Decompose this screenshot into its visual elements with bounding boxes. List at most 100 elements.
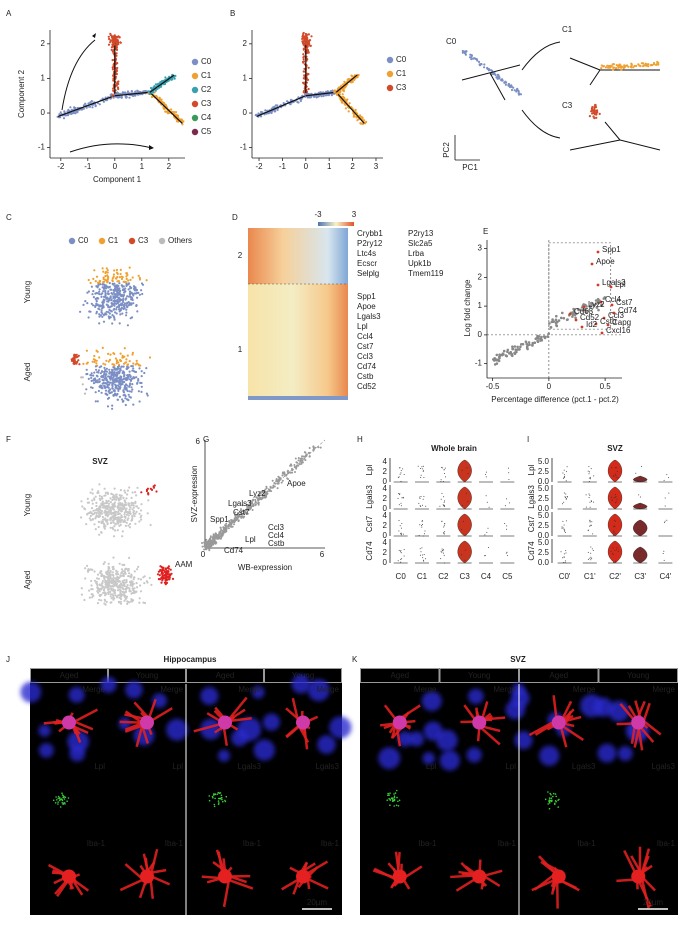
legend-dot — [387, 85, 393, 91]
cell-dot — [106, 571, 108, 573]
cell-dot — [444, 500, 445, 501]
cell-dot — [99, 511, 101, 513]
cell-dot — [137, 292, 139, 294]
violin — [633, 476, 647, 482]
cell-dot — [566, 471, 567, 472]
cell-dot — [444, 534, 445, 535]
cell-dot — [93, 523, 95, 525]
cell-dot — [101, 309, 103, 311]
cell-dot — [312, 449, 314, 451]
cell-dot — [306, 37, 308, 39]
cell-dot — [108, 44, 110, 46]
cell-dot — [111, 293, 113, 295]
cell-dot — [107, 278, 109, 280]
panel-letter: D — [232, 213, 238, 222]
cell-dot — [589, 526, 590, 527]
legend-dot — [129, 238, 135, 244]
cell-dot — [116, 62, 118, 64]
cell-dot — [99, 366, 101, 368]
cell-dot — [612, 63, 614, 65]
cell-dot — [116, 362, 118, 364]
cell-dot — [118, 309, 120, 311]
cell-dot — [98, 513, 100, 515]
blob — [468, 689, 484, 705]
cell-dot — [613, 548, 614, 549]
cell-dot — [504, 523, 505, 524]
cell-dot — [220, 536, 222, 538]
gene-label: Cstb — [357, 372, 374, 381]
cell-dot — [465, 50, 467, 52]
cell-dot — [398, 805, 400, 807]
cell-dot — [399, 494, 400, 495]
cell-dot — [130, 513, 132, 515]
cell-dot — [536, 340, 539, 343]
cell-dot — [86, 107, 88, 109]
cell-dot — [422, 524, 423, 525]
cell-dot — [389, 804, 391, 806]
cell-dot — [109, 497, 111, 499]
y-tick-label: 2.5 — [538, 521, 550, 530]
cell-dot — [93, 358, 95, 360]
cell-dot — [106, 573, 108, 575]
cell-dot — [508, 352, 511, 355]
cell-dot — [478, 61, 480, 63]
cell-dot — [422, 555, 423, 556]
cell-dot — [119, 580, 121, 582]
cell-dot — [273, 486, 275, 488]
cell-dot — [122, 308, 124, 310]
cell-dot — [126, 493, 128, 495]
cell-dot — [118, 282, 120, 284]
cell-dot — [445, 476, 446, 477]
cell-dot — [497, 75, 499, 77]
cell-dot — [80, 516, 82, 518]
cell-dot — [420, 468, 421, 469]
cell-dot — [113, 303, 115, 305]
cell-dot — [169, 577, 171, 579]
cell-dot — [336, 93, 338, 95]
legend-label: C1 — [201, 71, 212, 80]
cell-dot — [236, 517, 238, 519]
cell-dot — [103, 321, 105, 323]
cell-dot — [441, 551, 442, 552]
cell-dot — [516, 88, 518, 90]
cell-dot — [607, 65, 609, 67]
cell-dot — [112, 571, 114, 573]
cell-dot — [95, 280, 97, 282]
cell-dot — [130, 583, 132, 585]
soma — [552, 870, 566, 884]
branch-label: C0 — [446, 37, 457, 46]
legend-dot — [192, 101, 198, 107]
cell-dot — [117, 529, 119, 531]
cell-dot — [93, 296, 95, 298]
blob — [317, 735, 336, 754]
cell-dot — [122, 530, 124, 532]
cell-dot — [112, 94, 114, 96]
cell-dot — [112, 566, 114, 568]
cell-dot — [129, 509, 131, 511]
cell-dot — [100, 293, 102, 295]
cell-dot — [665, 498, 666, 499]
cell-dot — [88, 590, 90, 592]
x-tick-label: 2 — [350, 162, 355, 171]
cell-dot — [222, 533, 224, 535]
column-label: Young — [136, 671, 158, 680]
cell-dot — [104, 576, 106, 578]
heatmap — [248, 228, 348, 284]
legend-label: C0 — [201, 57, 212, 66]
gene-label: Cst7 — [357, 342, 374, 351]
cell-dot — [90, 374, 92, 376]
cell-dot — [303, 458, 305, 460]
cell-dot — [168, 565, 170, 567]
cell-dot — [400, 562, 401, 563]
cell-dot — [119, 359, 121, 361]
cell-dot — [462, 470, 463, 471]
cell-dot — [151, 96, 153, 98]
cell-dot — [614, 550, 615, 551]
cell-dot — [114, 297, 116, 299]
cell-dot — [443, 527, 444, 528]
cell-dot — [255, 114, 257, 116]
cell-dot — [397, 801, 399, 803]
cell-dot — [552, 320, 555, 323]
gene-label: Spp1 — [210, 515, 229, 524]
cell-dot — [208, 549, 210, 551]
